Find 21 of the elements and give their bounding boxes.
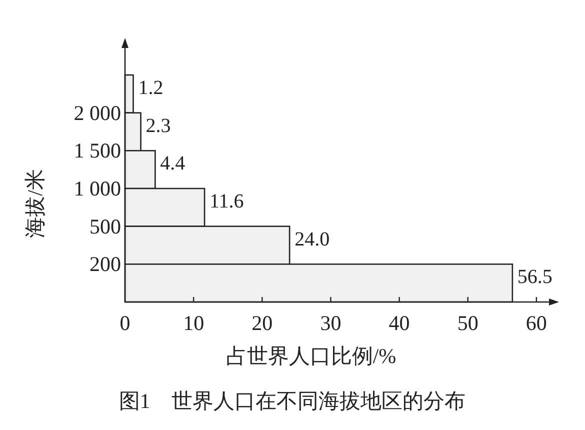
- data-label: 11.6: [210, 190, 244, 212]
- data-label: 2.3: [146, 114, 171, 137]
- text: 图1 世界人口在不同海拔地区的分布: [118, 389, 466, 413]
- y-tick-label: 500: [90, 214, 121, 238]
- y-tick-label: 2 000: [74, 100, 121, 125]
- x-tick-label: 60: [526, 311, 547, 335]
- x-tick-label: 0: [120, 311, 130, 335]
- x-tick-label: 40: [388, 311, 410, 335]
- data-label: 1.2: [138, 77, 164, 99]
- y-tick-label: 200: [90, 252, 121, 276]
- data-label: 4.4: [160, 152, 186, 175]
- x-axis-title: 占世界人口比例/%: [226, 344, 396, 368]
- x-tick-label: 20: [252, 311, 273, 335]
- y-tick-label: 1 500: [74, 138, 121, 163]
- x-tick-label: 10: [183, 311, 204, 335]
- data-label: 56.5: [517, 266, 552, 288]
- y-tick-label: 1 000: [74, 176, 121, 200]
- y-axis-title: 海拔/米: [23, 169, 47, 238]
- data-label: 24.0: [294, 228, 330, 250]
- x-tick-label: 30: [320, 311, 342, 335]
- x-tick-label: 50: [457, 311, 478, 335]
